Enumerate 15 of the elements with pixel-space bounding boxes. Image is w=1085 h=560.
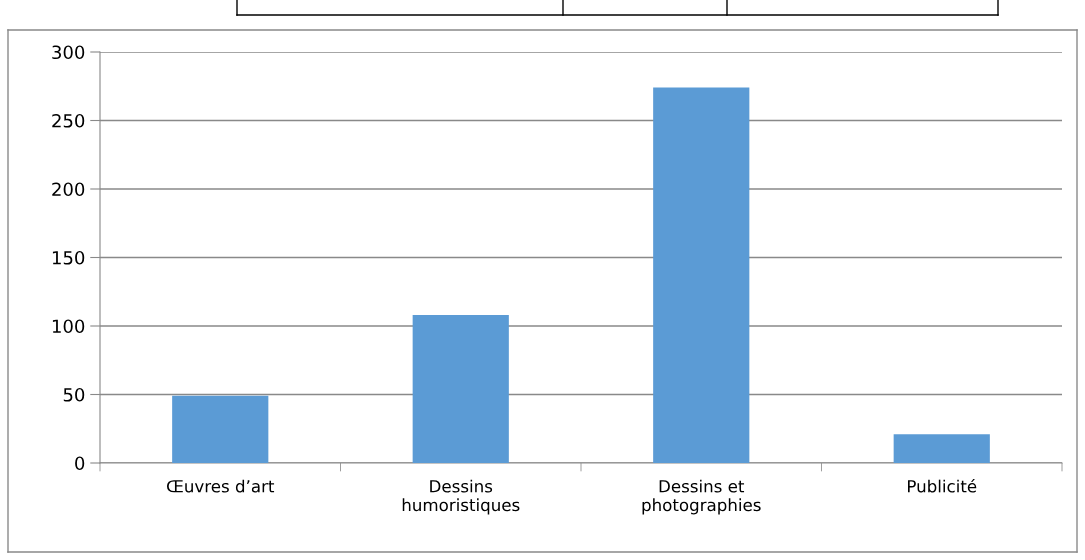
- y-tick-label: 200: [52, 182, 85, 197]
- bar: [653, 87, 750, 463]
- bar: [893, 434, 990, 463]
- y-tick-label: 50: [63, 387, 85, 402]
- x-tick-label: Œuvres d’art: [166, 479, 275, 493]
- y-tick-label: 0: [75, 456, 85, 471]
- y-tick-label: 250: [52, 113, 85, 128]
- bar: [412, 315, 509, 463]
- bar: [172, 395, 269, 463]
- x-tick-label: Dessins humoristiques: [402, 479, 520, 515]
- y-tick-label: 150: [52, 250, 85, 265]
- x-tick-label: Publicité: [908, 479, 977, 493]
- x-tick-label: Dessins et photographies: [642, 479, 761, 515]
- y-tick-label: 100: [52, 319, 85, 334]
- y-tick-label: 300: [52, 45, 85, 60]
